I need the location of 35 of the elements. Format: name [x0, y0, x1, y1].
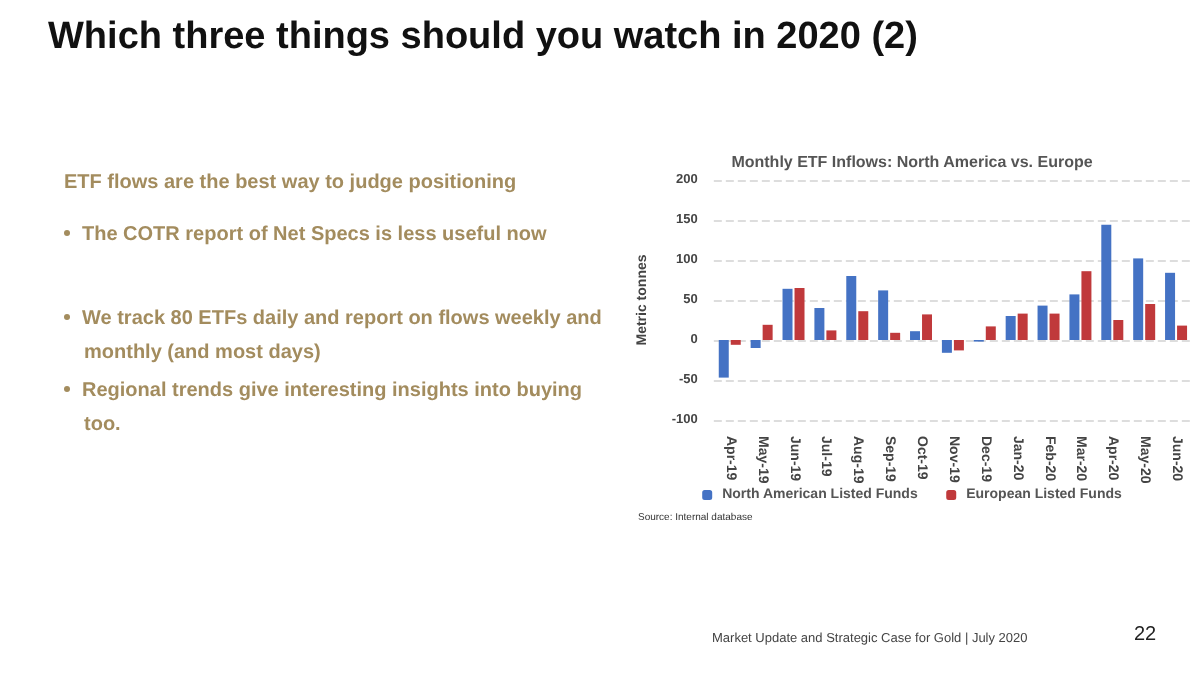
text: Regional trends give interesting insights into buying too. — [80, 378, 585, 440]
bar — [762, 324, 773, 340]
text: 22 — [1134, 624, 1157, 646]
bar — [1101, 224, 1112, 340]
bar — [826, 330, 837, 340]
bar — [1017, 313, 1028, 340]
bar — [1113, 320, 1124, 340]
bar — [922, 314, 933, 340]
bar — [1049, 313, 1060, 340]
bar — [782, 288, 793, 340]
bar — [1069, 294, 1080, 340]
bar — [1133, 258, 1144, 340]
bar — [814, 308, 825, 340]
bar — [1177, 325, 1188, 340]
text: The COTR report of Net Specs is less useful now — [80, 222, 549, 250]
bar — [890, 332, 901, 340]
bar — [718, 340, 729, 378]
bar — [846, 276, 857, 340]
bar — [1081, 271, 1092, 340]
bar — [1005, 316, 1016, 340]
bar — [750, 340, 761, 348]
text: Which three things should you watch in 2020 (2) — [48, 16, 918, 60]
text: ETF flows are the best way to judge positioning — [64, 172, 517, 194]
bar — [858, 311, 869, 340]
bar — [941, 340, 952, 353]
bar — [953, 340, 964, 351]
bar — [910, 331, 921, 340]
bar — [1145, 304, 1156, 340]
chart-title: Monthly ETF Inflows: North America vs. Europe — [731, 153, 1094, 171]
bar — [985, 326, 996, 340]
bar — [794, 288, 805, 340]
bar — [1165, 272, 1176, 340]
text: We track 80 ETFs daily and report on flows weekly and monthly (and most days) — [80, 306, 604, 368]
bar — [1037, 305, 1048, 340]
bar — [878, 290, 889, 340]
